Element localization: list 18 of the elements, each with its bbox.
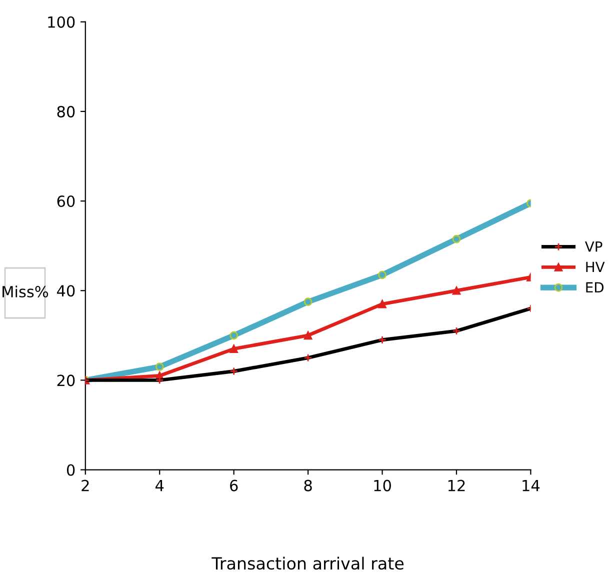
x-tick-label: 14 (522, 480, 540, 492)
y-axis-title: Miss% (2, 286, 48, 298)
x-tick-label: 4 (156, 480, 164, 492)
y-tick-label: 100 (48, 16, 75, 28)
x-tick-label: 10 (374, 480, 391, 492)
y-tick-label: 40 (56, 285, 75, 297)
y-tick-label: 20 (57, 374, 75, 386)
y-tick-label: 60 (57, 195, 75, 208)
x-tick-label: 12 (448, 480, 465, 492)
x-tick-label: 2 (82, 480, 89, 492)
legend-label: HV (586, 262, 605, 272)
legend-label: ED (586, 282, 604, 292)
x-tick-label: 8 (304, 480, 312, 492)
x-axis-title: Transaction arrival rate (212, 556, 404, 570)
y-tick-label: 80 (57, 106, 75, 118)
x-tick-label: 6 (230, 480, 238, 492)
legend-label: VP (584, 242, 602, 252)
y-tick-label: 0 (66, 464, 75, 476)
